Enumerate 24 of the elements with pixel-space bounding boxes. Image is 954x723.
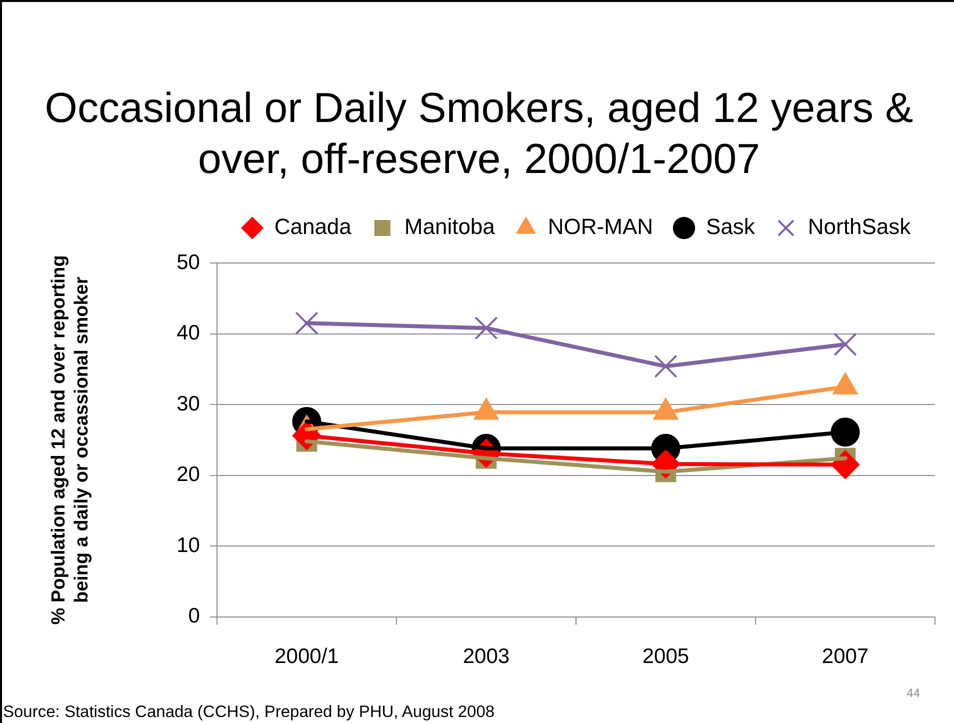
legend-label: NOR-MAN [548,214,654,240]
point [295,312,318,335]
text: 44 [906,686,920,700]
y-tick-label: 40 [176,322,200,345]
legend-label: Manitoba [404,214,496,240]
y-tick-label: 0 [188,604,200,628]
x-tick-label: 2007 [822,645,869,668]
x-tick-label: 2000/1 [274,645,339,668]
point [654,354,678,378]
legend-label: Canada [274,214,352,240]
y-axis-title: % Population aged 12 and over reporting being a daily or occassional smoker [48,255,92,625]
y-tick-label: 30 [176,392,200,416]
y-tick-label: 10 [176,534,200,557]
legend-label: NorthSask [808,214,912,240]
source-note: Source: Statistics Canada (CCHS), Prepared by PHU, August 2008 [3,703,495,722]
point [834,332,857,356]
y-tick-label: 20 [176,463,200,486]
y-tick-label: 50 [176,250,200,274]
chart-title: Occasional or Daily Smokers, aged 12 years & over, off-reserve, 2000/1-2007 [44,83,914,184]
x-tick-label: 2005 [642,645,690,668]
legend-label: Sask [706,214,756,240]
point [474,316,498,340]
x-tick-label: 2003 [462,645,510,668]
point [830,418,860,447]
